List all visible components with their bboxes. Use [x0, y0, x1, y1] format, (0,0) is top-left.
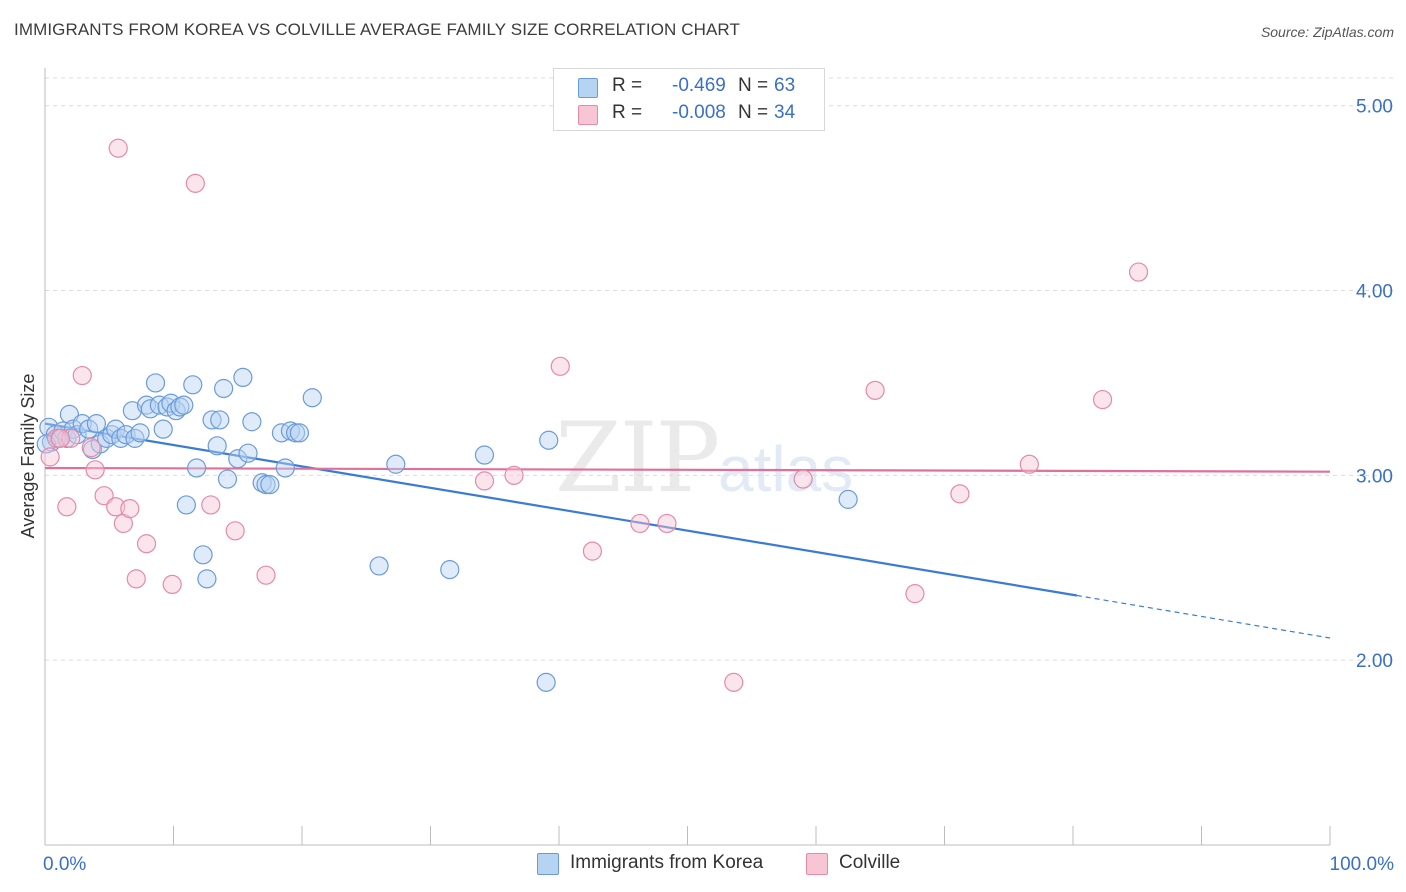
correlation-legend: R = -0.469 N = 63 R = -0.008 N = 34 [553, 68, 825, 131]
legend-n-value: 63 [774, 75, 796, 96]
bottom-legend-swatch-korea [537, 853, 559, 875]
x-tick-label: 100.0% [1330, 854, 1395, 875]
point-korea [106, 419, 126, 439]
point-colville [225, 521, 245, 541]
point-colville [120, 499, 140, 519]
point-colville [94, 486, 114, 506]
point-korea [369, 556, 389, 576]
point-korea [210, 410, 230, 430]
legend-r-label: R = [612, 102, 643, 123]
point-colville [85, 460, 105, 480]
point-korea [130, 423, 150, 443]
point-korea [125, 428, 145, 448]
point-colville [108, 138, 128, 158]
point-colville [724, 672, 744, 692]
point-korea [536, 672, 556, 692]
point-colville [1019, 454, 1039, 474]
watermark-zip: ZIP [555, 402, 720, 514]
point-colville [793, 469, 813, 489]
point-colville [1128, 262, 1149, 282]
trend-line-colville [44, 466, 1331, 473]
data-points [36, 138, 1149, 692]
point-korea [238, 443, 258, 463]
point-korea [153, 419, 173, 439]
point-korea [242, 412, 262, 432]
axis-labels: 2.00 3.00 4.00 5.00 0.0% 100.0% Average Family… [18, 97, 1394, 875]
bottom-legend-swatch-colville [806, 853, 828, 875]
point-colville [57, 497, 77, 517]
trend-lines [44, 422, 1331, 639]
y-tick-label: 5.00 [1356, 97, 1393, 118]
y-tick-label: 2.00 [1356, 651, 1393, 672]
point-colville [201, 495, 221, 515]
point-colville [50, 428, 71, 448]
point-korea [176, 495, 196, 515]
chart-title: IMMIGRANTS FROM KOREA VS COLVILLE AVERAG… [14, 20, 740, 39]
point-korea [145, 373, 166, 393]
trend-line-korea [44, 422, 1078, 597]
point-korea [217, 469, 238, 489]
y-tick-label: 3.00 [1356, 466, 1393, 487]
point-korea [289, 423, 310, 443]
point-colville [72, 365, 92, 386]
point-korea [187, 458, 207, 478]
legend-n-value: 34 [774, 102, 796, 123]
point-colville [474, 471, 495, 491]
point-korea [207, 436, 227, 456]
legend-n-label: N = [738, 75, 769, 96]
x-tick-label: 0.0% [43, 854, 86, 875]
point-korea [193, 545, 213, 565]
point-colville [504, 465, 524, 485]
source-label: Source: ZipAtlas.com [1260, 24, 1394, 40]
point-korea [233, 367, 253, 388]
point-colville [106, 497, 126, 517]
axes [44, 68, 1331, 846]
legend-swatch-colville [578, 105, 598, 125]
point-colville [61, 428, 81, 448]
point-korea [275, 458, 295, 478]
legend-r-value: -0.469 [672, 75, 726, 96]
bottom-legend-label-colville: Colville [839, 852, 901, 873]
point-korea [59, 404, 80, 424]
point-colville [136, 534, 157, 554]
point-korea [111, 428, 131, 448]
point-korea [440, 560, 460, 580]
point-korea [202, 410, 222, 430]
y-tick-label: 4.00 [1356, 282, 1393, 303]
trend-line-korea-extension [1076, 594, 1331, 639]
legend-r-label: R = [612, 75, 643, 96]
point-colville [630, 513, 650, 534]
point-korea [838, 489, 858, 509]
point-korea [260, 475, 280, 495]
point-korea [474, 445, 495, 465]
point-colville [162, 574, 182, 595]
point-korea [86, 414, 107, 434]
point-korea [214, 378, 234, 399]
point-colville [40, 447, 60, 467]
point-colville [865, 380, 885, 400]
point-colville [126, 569, 146, 589]
point-korea [197, 569, 217, 589]
legend-r-value: -0.008 [672, 102, 726, 123]
point-colville [256, 565, 276, 585]
point-colville [657, 513, 677, 534]
point-korea [183, 375, 203, 395]
point-colville [582, 541, 603, 561]
bottom-legend-label-korea: Immigrants from Korea [570, 852, 764, 873]
point-colville [550, 356, 570, 376]
point-colville [81, 438, 101, 458]
y-axis-label: Average Family Size [18, 374, 38, 539]
legend-swatch-korea [578, 78, 598, 98]
point-korea [386, 454, 406, 474]
point-colville [950, 484, 970, 504]
point-korea [228, 449, 248, 469]
point-korea [539, 430, 559, 450]
point-korea [302, 388, 322, 408]
legend-n-label: N = [738, 102, 769, 123]
point-korea [174, 395, 194, 415]
point-colville [185, 173, 205, 193]
point-colville [905, 584, 925, 604]
point-colville [1092, 389, 1113, 410]
